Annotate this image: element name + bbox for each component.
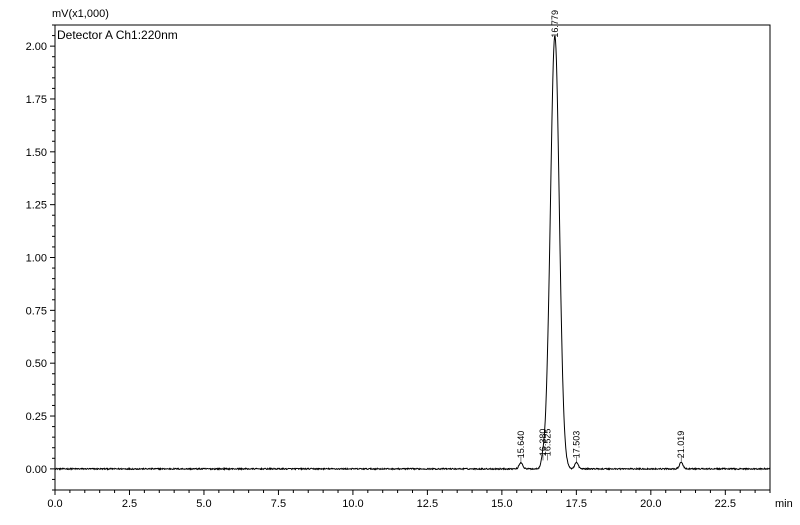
peak-label: 16.779 (550, 10, 560, 38)
peak-label: 21.019 (676, 431, 686, 459)
x-tick-label: 20.0 (640, 498, 661, 510)
y-tick-label: 1.50 (26, 147, 47, 159)
chromatogram-chart: mV(x1,000) Detector A Ch1:220nm 0.0 2.5 5.0 7… (0, 0, 800, 525)
x-tick-label: 5.0 (196, 498, 211, 510)
y-tick-label: 1.75 (26, 94, 47, 106)
y-tick-label: 1.00 (26, 253, 47, 265)
x-tick-label: 0.0 (47, 498, 62, 510)
peak-label: 17.503 (571, 431, 581, 459)
x-tick-label: 10.0 (342, 498, 363, 510)
x-tick-label: 7.5 (271, 498, 286, 510)
y-tick-label: 0.50 (26, 358, 47, 370)
y-tick-label: 1.25 (26, 200, 47, 212)
y-tick-label: 0.00 (26, 464, 47, 476)
x-tick-label: 12.5 (417, 498, 438, 510)
x-tick-label: 15.0 (491, 498, 512, 510)
y-tick-label: 2.00 (26, 41, 47, 53)
x-tick-label: 22.5 (715, 498, 736, 510)
y-tick-label: 0.75 (26, 305, 47, 317)
y-tick-label: 0.25 (26, 411, 47, 423)
peak-label: 16.525 (542, 429, 552, 457)
detector-label: Detector A Ch1:220nm (57, 28, 178, 42)
peak-label: 15.640 (516, 431, 526, 459)
y-axis-title: mV(x1,000) (52, 8, 109, 20)
x-tick-label: 2.5 (122, 498, 137, 510)
x-axis-unit: min (775, 498, 793, 510)
chromatogram-svg: mV(x1,000) Detector A Ch1:220nm 0.0 2.5 5.0 7… (0, 0, 800, 525)
x-tick-label: 17.5 (566, 498, 587, 510)
